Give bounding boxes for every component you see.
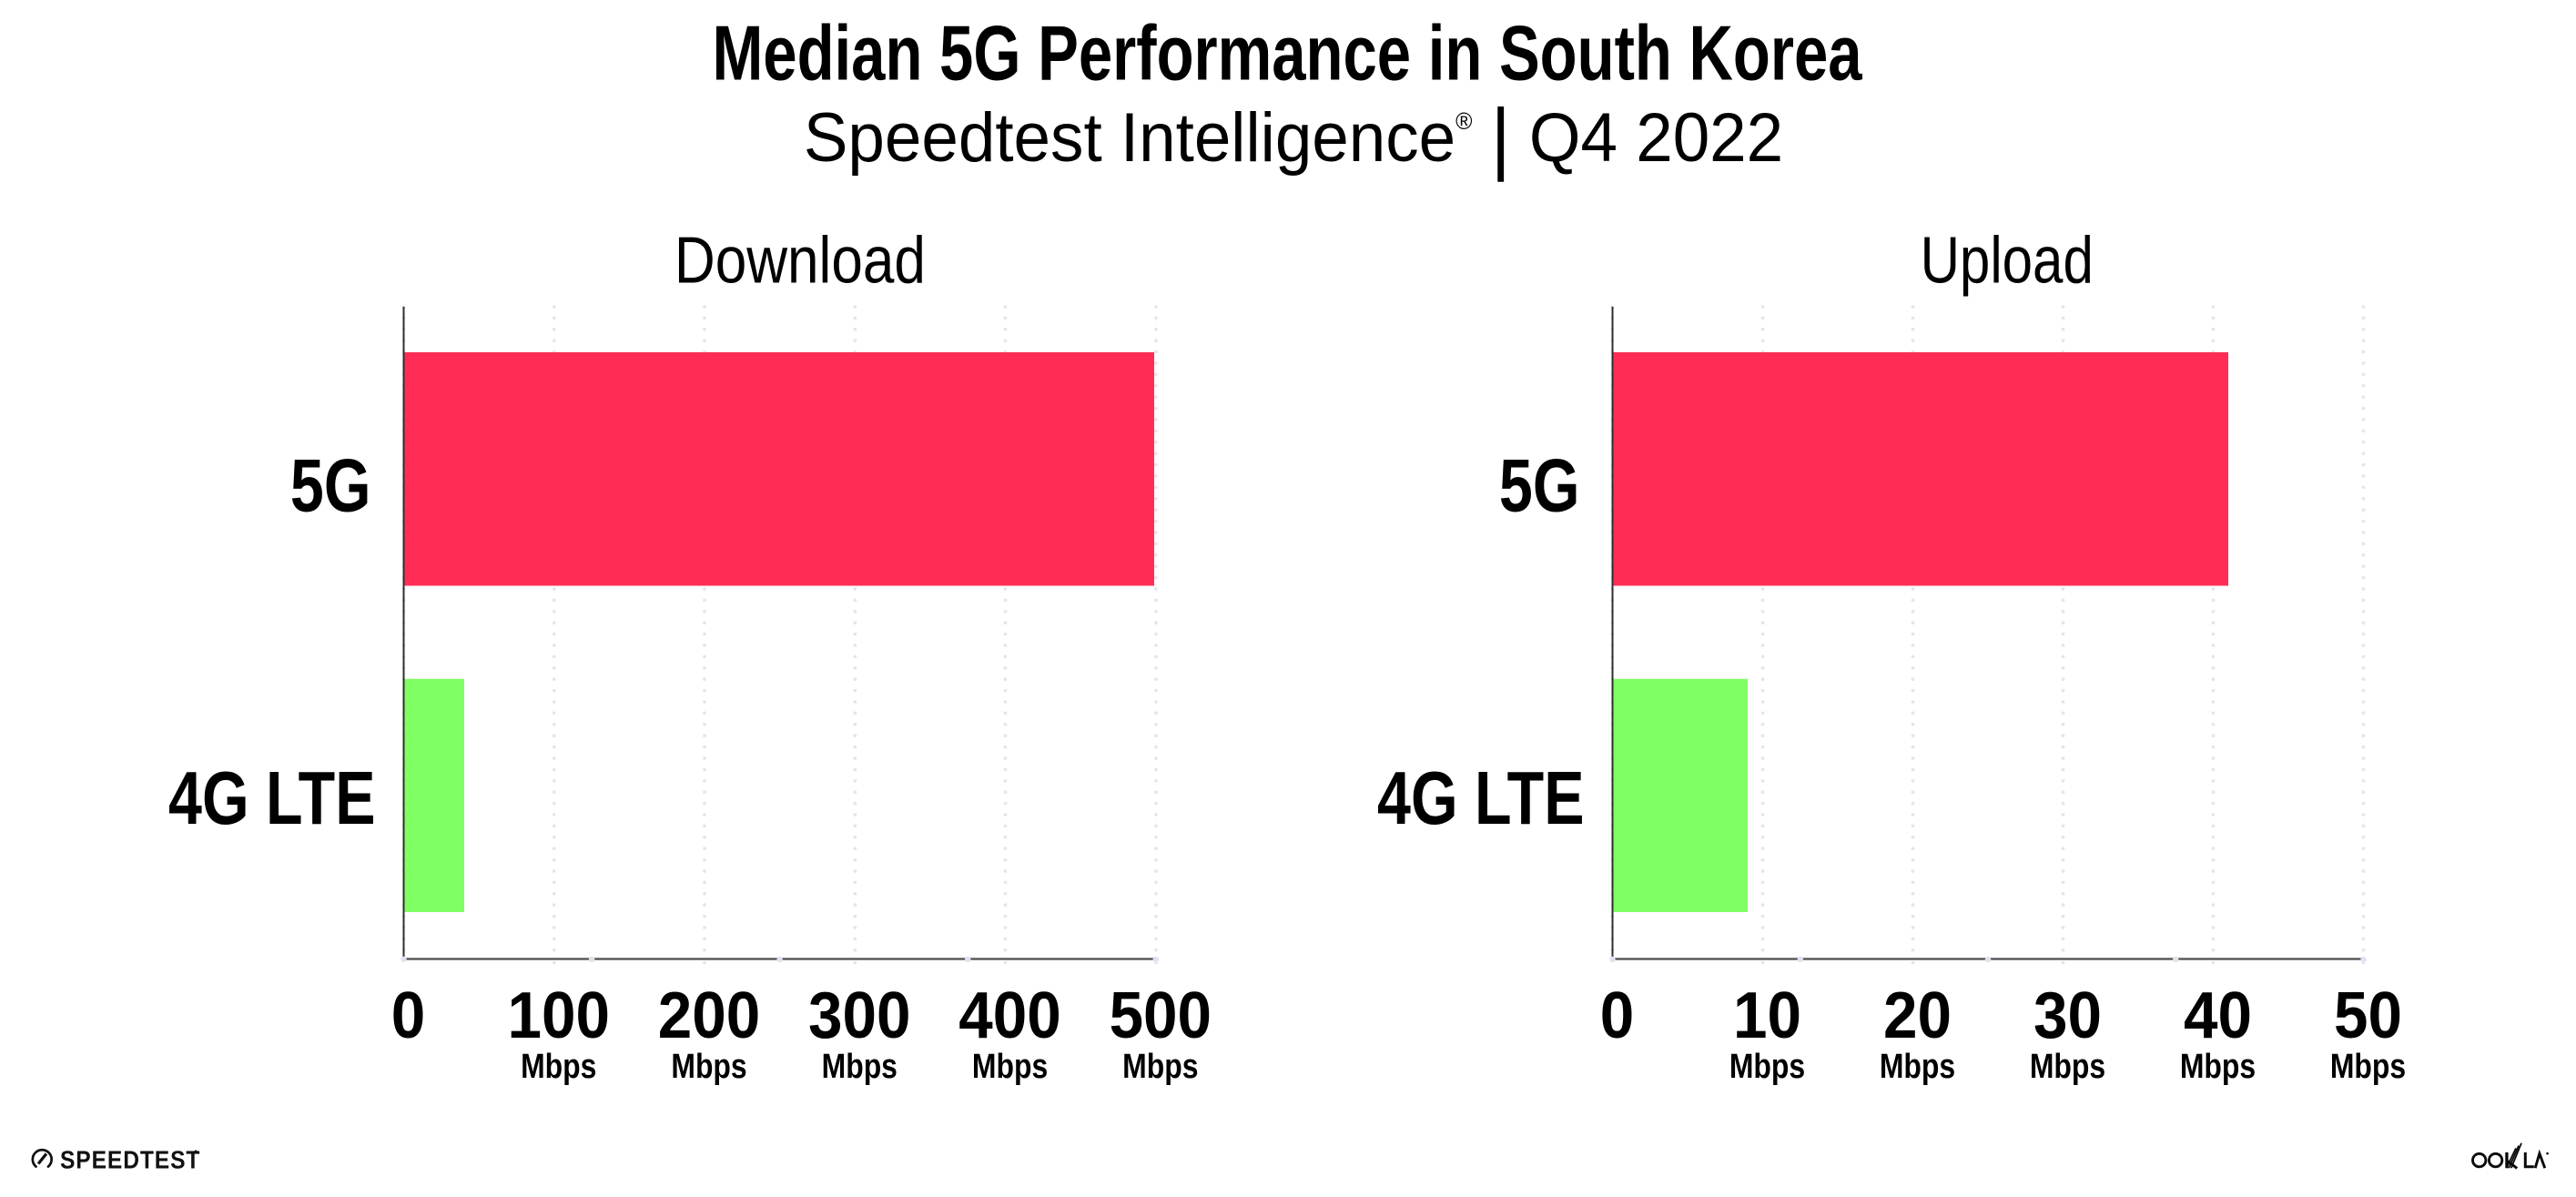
svg-text:Mbps: Mbps [1880, 1047, 1955, 1085]
svg-text:0: 0 [391, 979, 426, 1052]
svg-text:Upload: Upload [1921, 224, 2094, 297]
svg-text:Mbps: Mbps [972, 1047, 1048, 1085]
svg-text:5G: 5G [1499, 442, 1580, 527]
svg-text:40: 40 [2184, 979, 2252, 1052]
svg-text:30: 30 [2033, 979, 2102, 1052]
svg-text:500: 500 [1110, 979, 1212, 1052]
svg-text:4G LTE: 4G LTE [1377, 756, 1584, 840]
svg-text:5G: 5G [290, 442, 371, 527]
svg-text:300: 300 [808, 979, 910, 1052]
svg-text:Mbps: Mbps [671, 1047, 746, 1085]
svg-text:400: 400 [958, 979, 1060, 1052]
svg-text:Median 5G Performance in South: Median 5G Performance in South Korea [712, 11, 1862, 96]
svg-text:Mbps: Mbps [521, 1047, 596, 1085]
svg-text:Mbps: Mbps [2180, 1047, 2256, 1085]
svg-text:Mbps: Mbps [2030, 1047, 2105, 1085]
svg-text:SPEEDTEST: SPEEDTEST [60, 1145, 200, 1174]
svg-text:10: 10 [1733, 979, 1801, 1052]
svg-text:Speedtest Intelligence® | Q4 2: Speedtest Intelligence® | Q4 2022 [804, 93, 1783, 182]
svg-text:Download: Download [674, 224, 926, 297]
svg-text:0: 0 [1600, 979, 1635, 1052]
svg-text:20: 20 [1883, 979, 1952, 1052]
svg-text:Mbps: Mbps [2330, 1047, 2406, 1085]
svg-text:100: 100 [508, 979, 610, 1052]
svg-text:200: 200 [658, 979, 760, 1052]
svg-text:Mbps: Mbps [822, 1047, 898, 1085]
svg-text:Mbps: Mbps [1122, 1047, 1198, 1085]
svg-text:4G LTE: 4G LTE [168, 756, 375, 840]
svg-text:50: 50 [2334, 979, 2402, 1052]
svg-text:Mbps: Mbps [1729, 1047, 1805, 1085]
